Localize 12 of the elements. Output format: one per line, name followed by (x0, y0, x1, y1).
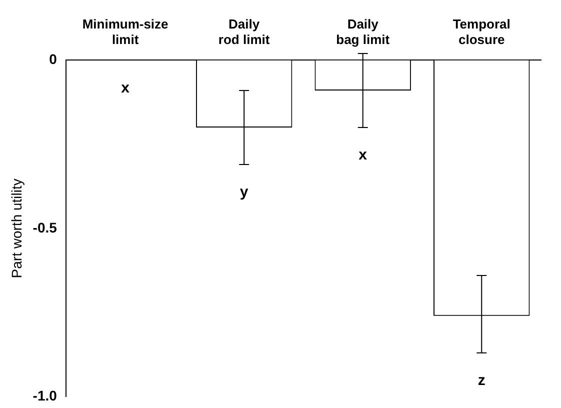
y-tick-label: 0 (49, 51, 58, 68)
annotation: x (358, 146, 368, 164)
x-tick-label: Minimum-size limit (82, 16, 168, 47)
annotation: x (121, 79, 130, 96)
y-tick-label: -0.5 (32, 219, 58, 236)
y-axis-title: Part worth utility (8, 178, 24, 278)
y-tick-label: -1.0 (32, 387, 58, 404)
x-tick-label: Daily bag limit (336, 16, 390, 47)
x-tick-label: Daily rod limit (218, 16, 270, 47)
annotation: y (240, 184, 249, 201)
x-tick-label: Temporal closure (452, 16, 510, 47)
annotation: z (478, 372, 486, 390)
